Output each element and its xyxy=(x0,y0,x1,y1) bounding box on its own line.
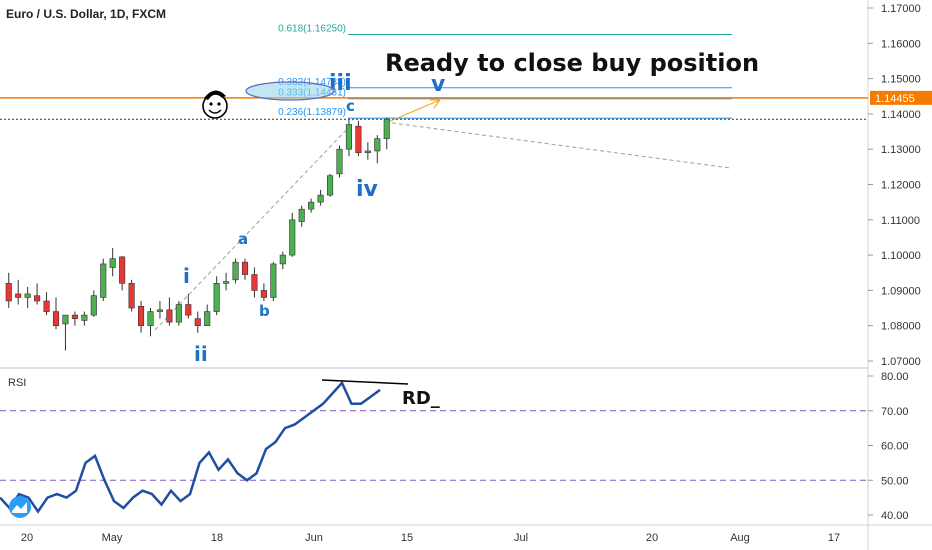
fib-level-label: 0.236(1.13879) xyxy=(278,107,346,118)
rsi-tick-label: 40.00 xyxy=(881,510,909,522)
candle xyxy=(100,258,107,301)
candle xyxy=(71,311,78,326)
price-marker: 1.14455 xyxy=(870,90,932,105)
wave-label-ii: ii xyxy=(194,342,208,366)
tradingview-logo xyxy=(9,496,31,518)
rsi-line xyxy=(0,380,381,514)
candle xyxy=(138,300,145,333)
candle xyxy=(260,283,267,301)
candle xyxy=(336,145,343,178)
candle xyxy=(34,283,41,305)
fib-level-label: 0.382(1.14738) xyxy=(278,77,346,88)
candle xyxy=(147,308,154,337)
candle xyxy=(289,212,296,257)
candle xyxy=(15,279,22,305)
candle xyxy=(204,304,211,326)
target-arrow[interactable] xyxy=(387,99,441,123)
candle xyxy=(374,135,381,164)
candle xyxy=(345,119,353,157)
candle xyxy=(308,198,315,213)
candle xyxy=(223,272,230,291)
wave-trend-line[interactable] xyxy=(154,123,353,331)
rsi-tick-label: 80.00 xyxy=(881,371,909,383)
candle xyxy=(383,117,390,150)
wave-label-iii: iii xyxy=(329,71,352,96)
rsi-tick-label: 50.00 xyxy=(881,475,909,487)
price-tick-label: 1.09000 xyxy=(881,285,921,297)
rsi-divergence-label: RD_ xyxy=(402,388,440,409)
candle xyxy=(119,256,126,291)
candle xyxy=(251,267,258,298)
time-tick-label: Jul xyxy=(514,532,528,544)
candle xyxy=(194,311,201,333)
candles xyxy=(5,117,390,351)
wave-label-v: v xyxy=(431,72,446,97)
wave-label-a: a xyxy=(238,230,248,248)
rsi-axis[interactable]: 40.00 50.00 60.00 70.00 80.00 xyxy=(868,371,909,522)
candle xyxy=(355,120,362,157)
time-tick-label: Jun xyxy=(305,532,323,544)
candle xyxy=(43,292,50,316)
price-axis[interactable]: 1.07000 1.08000 1.09000 1.10000 1.11000 1.120… xyxy=(868,3,921,368)
candle xyxy=(317,189,324,206)
candle xyxy=(241,258,249,280)
price-tick-label: 1.14000 xyxy=(881,109,921,121)
price-tick-label: 1.11000 xyxy=(881,215,920,227)
rsi-series xyxy=(0,380,868,514)
candle xyxy=(166,297,173,326)
candle xyxy=(90,290,97,317)
price-tick-label: 1.16000 xyxy=(881,38,921,50)
price-tick-label: 1.12000 xyxy=(881,180,921,192)
headline-text: Ready to close buy position xyxy=(385,49,759,77)
candle xyxy=(232,258,239,284)
candle xyxy=(52,297,60,330)
projection-line[interactable] xyxy=(384,121,731,169)
candle xyxy=(24,286,31,309)
candle xyxy=(109,248,116,277)
rsi-tick-label: 70.00 xyxy=(881,406,909,418)
symbol-title: Euro / U.S. Dollar, 1D, FXCM xyxy=(6,7,166,21)
candle xyxy=(128,279,135,312)
candle xyxy=(5,272,12,309)
candle xyxy=(279,251,286,270)
time-tick-label: Aug xyxy=(730,532,750,544)
candle xyxy=(298,205,305,227)
time-axis[interactable]: 20 May 18 Jun 15 Jul 20 Aug 17 xyxy=(21,532,840,544)
wave-label-c: c xyxy=(346,97,355,115)
time-tick-label: 20 xyxy=(21,532,33,544)
candle xyxy=(175,300,182,326)
fib-highlight-ellipse[interactable] xyxy=(245,81,335,101)
smiley-face-icon xyxy=(202,90,228,119)
time-tick-label: 18 xyxy=(211,532,223,544)
fib-level-label: 0.618(1.16250) xyxy=(278,23,346,34)
time-tick-label: 20 xyxy=(646,532,658,544)
candle xyxy=(270,262,277,301)
time-tick-label: 15 xyxy=(401,532,413,544)
candle xyxy=(156,300,163,319)
svg-text:1.14455: 1.14455 xyxy=(875,93,915,105)
rsi-divergence-line[interactable] xyxy=(321,379,409,385)
price-tick-label: 1.10000 xyxy=(881,250,921,262)
price-tick-label: 1.07000 xyxy=(881,356,921,368)
candle xyxy=(364,142,371,160)
candle xyxy=(326,173,334,197)
price-tick-label: 1.15000 xyxy=(881,74,921,86)
candle xyxy=(185,293,192,319)
price-tick-label: 1.08000 xyxy=(881,321,921,333)
rsi-pane-label: RSI xyxy=(8,377,26,389)
wave-label-iv: iv xyxy=(356,177,379,202)
candle xyxy=(62,314,69,351)
candle xyxy=(81,311,88,326)
price-tick-label: 1.17000 xyxy=(881,3,921,15)
price-tick-label: 1.13000 xyxy=(881,144,921,156)
wave-label-b: b xyxy=(259,302,270,320)
wave-label-i: i xyxy=(183,264,190,288)
candle xyxy=(213,276,220,316)
time-tick-label: May xyxy=(102,532,123,544)
time-tick-label: 17 xyxy=(828,532,840,544)
rsi-tick-label: 60.00 xyxy=(881,441,909,453)
